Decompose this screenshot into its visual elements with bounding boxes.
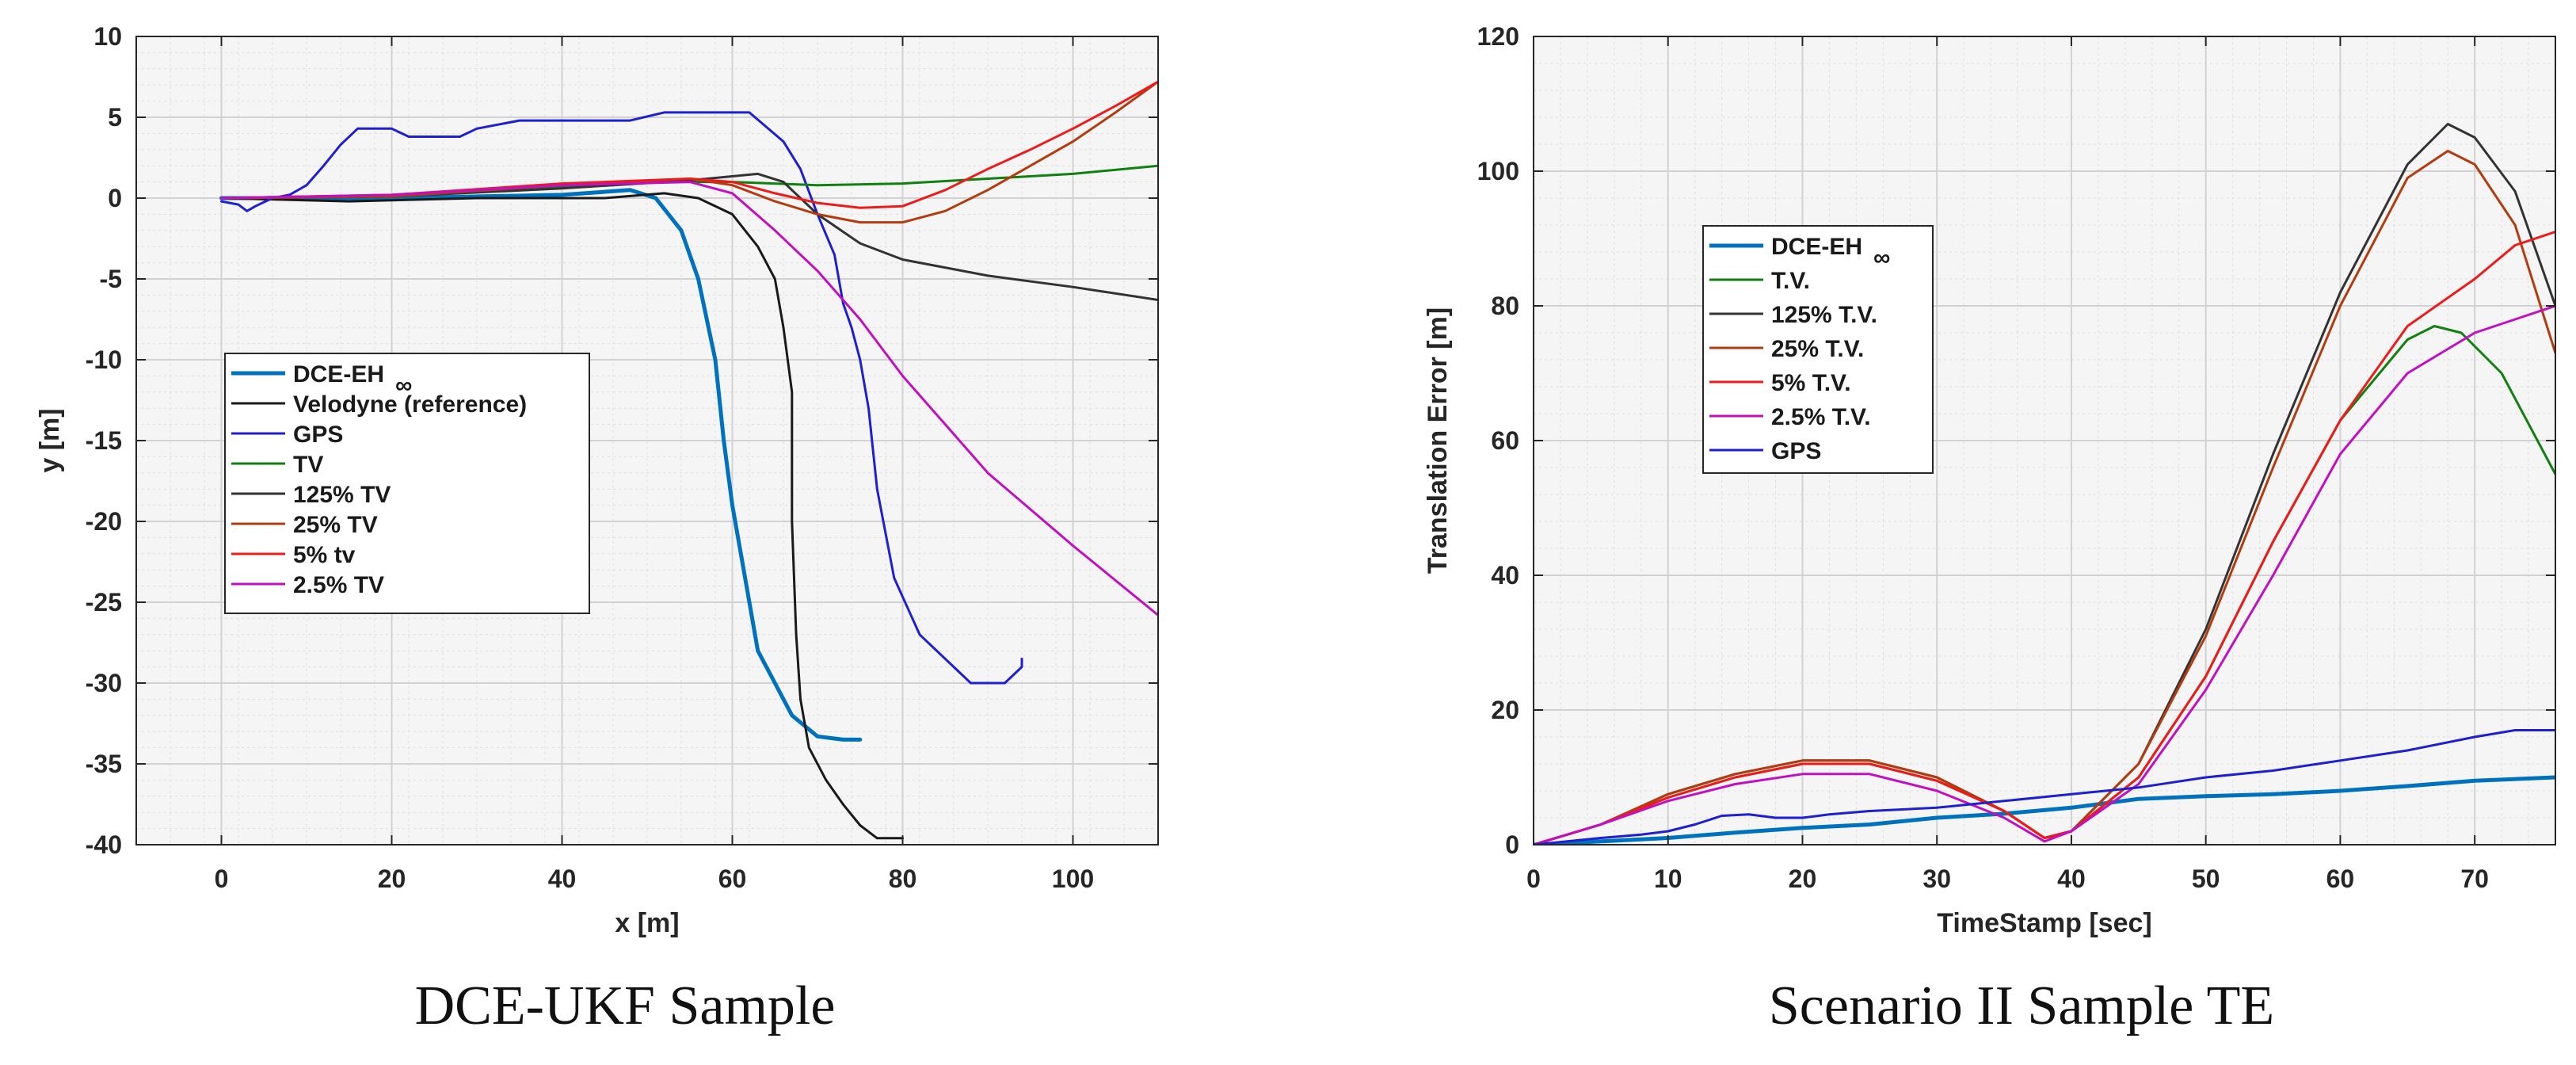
legend-label-7: GPS [1771, 438, 1821, 464]
legend: DCE-EH ∞T.V.125% T.V.25% T.V.5% T.V.2.5% … [1702, 225, 1934, 474]
series-line-1 [219, 188, 863, 742]
x-tick-label: 70 [2460, 865, 2489, 893]
series-line-3 [220, 111, 1023, 685]
x-tick-label: 60 [2326, 865, 2355, 893]
y-tick-label: -10 [86, 345, 122, 374]
chart-1: 0 20 40 60 80 100 10 5 0 -5 -10 -15 -20 -25 -30 -35 -40 x… [35, 22, 1159, 938]
legend-label-2: Velodyne (reference) [293, 391, 527, 418]
legend-box [1702, 225, 1934, 474]
y-tick-label: 5 [108, 103, 122, 132]
series-line-2 [220, 192, 904, 840]
x-tick-label: 0 [1526, 865, 1541, 893]
legend-label-4: TV [293, 452, 323, 478]
x-tick-label: 30 [1922, 865, 1951, 893]
legend-label-4: 25% T.V. [1771, 336, 1864, 362]
x-tick-label: 50 [2192, 865, 2220, 893]
series-group [1534, 123, 2555, 845]
x-tick-label: 40 [2057, 865, 2086, 893]
y-tick-label: -5 [100, 265, 122, 293]
legend-label-6: 2.5% T.V. [1771, 404, 1871, 430]
series-line-8 [220, 181, 1158, 616]
caption-right: Scenario II Sample TE [1768, 975, 2275, 1036]
x-tick-label: 60 [718, 865, 747, 893]
legend-label-2: T.V. [1771, 268, 1810, 294]
y-tick-label: 120 [1477, 22, 1519, 51]
y-tick-label: -20 [86, 507, 122, 536]
y-tick-label: -40 [86, 830, 122, 859]
y-tick-label: 0 [1505, 830, 1519, 859]
y-tick-label: -35 [86, 750, 122, 778]
series-line-1 [1534, 775, 2555, 845]
caption-left: DCE-UKF Sample [414, 975, 836, 1036]
x-tick-label: 40 [548, 865, 577, 893]
x-tick-label: 80 [889, 865, 917, 893]
y-tick-label: 20 [1491, 696, 1519, 724]
y-tick-label: 100 [1477, 157, 1519, 185]
y-axis-label: Translation Error [m] [1423, 307, 1453, 574]
legend-label-7: 5% tv [293, 542, 356, 568]
x-tick-label: 100 [1052, 865, 1094, 893]
x-axis-label: TimeStamp [sec] [1937, 908, 2151, 938]
y-tick-label: 60 [1491, 426, 1519, 455]
y-tick-label: -30 [86, 669, 122, 697]
y-tick-label: 80 [1491, 292, 1519, 320]
series-line-7 [1534, 729, 2555, 845]
series-line-5 [1534, 231, 2555, 845]
legend-label-5: 5% T.V. [1771, 370, 1851, 396]
x-tick-label: 0 [215, 865, 229, 893]
chart-2: 0 10 20 30 40 50 60 70 0 20 40 60 80 100 120 TimeStamp … [1423, 22, 2556, 938]
x-axis-label: x [m] [615, 908, 679, 938]
series-group [219, 80, 1158, 840]
y-tick-label: 10 [93, 22, 122, 51]
legend-subscript: ∞ [395, 372, 412, 399]
legend-box [224, 353, 590, 614]
series-line-7 [220, 80, 1158, 209]
legend-label-5: 125% TV [293, 482, 391, 508]
legend-subscript: ∞ [1873, 245, 1890, 271]
y-axis-label: y [m] [35, 408, 65, 472]
x-tick-label: 20 [1789, 865, 1817, 893]
legend-label-3: GPS [293, 422, 343, 448]
series-line-6 [1534, 304, 2555, 845]
legend-label-6: 25% TV [293, 512, 378, 538]
y-tick-label: 40 [1491, 561, 1519, 590]
legend-label-8: 2.5% TV [293, 572, 384, 598]
legend-label-3: 125% T.V. [1771, 302, 1877, 328]
y-tick-label: -25 [86, 588, 122, 616]
y-tick-label: 0 [108, 184, 122, 212]
y-tick-label: -15 [86, 426, 122, 455]
x-tick-label: 10 [1654, 865, 1682, 893]
x-tick-label: 20 [378, 865, 406, 893]
